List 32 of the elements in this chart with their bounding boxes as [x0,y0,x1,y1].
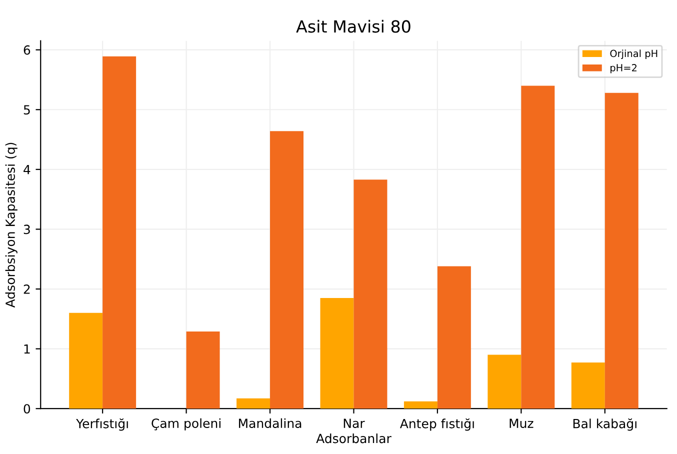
y-tick-label: 1 [24,344,30,354]
bar [488,354,522,409]
x-tick-label: Muz [510,418,534,428]
x-tick-label: Yerfıstığı [76,418,128,431]
bar [604,92,638,409]
bar [354,180,388,409]
x-tick-label: Nar [344,418,365,428]
x-axis-title: Adsorbanlar [316,434,392,444]
bar [521,86,555,409]
bar [236,398,270,409]
bar [270,131,304,409]
bar [102,56,136,409]
bar [404,401,438,409]
y-tick-label: 5 [24,105,30,115]
bar [571,362,605,409]
y-tick-label: 0 [24,404,30,414]
x-tick-label: Çam poleni [152,418,220,430]
x-tick-label: Bal kabağı [573,418,636,431]
bar [320,298,354,409]
x-tick-label: Antep fıstığı [400,418,474,431]
bar [437,266,471,409]
y-axis-title: Adsorbsiyon Kapasitesi (q) [5,142,18,308]
bar [186,331,220,409]
y-tick-label: 2 [24,284,30,294]
y-tick-label: 4 [24,165,30,174]
y-tick-label: 6 [24,45,30,55]
bar [69,312,103,409]
x-tick-label: Mandalina [238,418,302,428]
legend-label: Orjinal pH [610,50,658,60]
legend-label: pH=2 [610,64,636,74]
y-tick-label: 3 [24,224,30,234]
chart-title: Asit Mavisi 80 [296,20,410,33]
